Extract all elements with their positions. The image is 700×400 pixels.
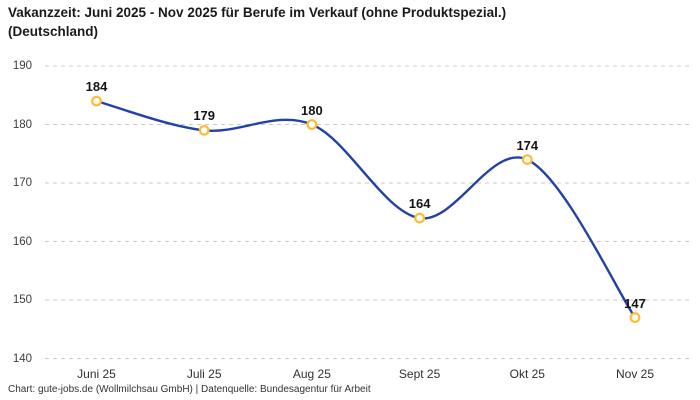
y-axis-tick-label: 170 (12, 177, 32, 189)
y-axis-tick-label: 140 (12, 352, 32, 365)
data-point-label: 179 (193, 108, 216, 124)
y-axis-tick-label: 190 (12, 60, 32, 72)
x-axis-label: Sept 25 (398, 367, 441, 381)
data-point-label: 164 (408, 196, 431, 212)
data-point-label: 174 (516, 137, 539, 153)
y-axis-tick-label: 160 (12, 235, 32, 248)
data-point-marker (91, 95, 102, 107)
x-axis-label: Juni 25 (77, 367, 116, 381)
x-axis-label: Nov 25 (615, 367, 655, 381)
data-point-label: 184 (85, 79, 108, 95)
data-point-label: 180 (301, 102, 323, 118)
x-axis-label: Okt 25 (509, 367, 545, 381)
chart-footer-attribution: Chart: gute-jobs.de (Wollmilchsau GmbH) … (8, 384, 371, 395)
data-point-marker (198, 124, 210, 136)
x-axis-label: Aug 25 (292, 367, 331, 381)
y-axis-tick-label: 150 (12, 294, 32, 306)
line-series-path (95, 99, 637, 319)
chart-title-line-2: (Deutschland) (8, 23, 99, 39)
data-point-marker (306, 119, 318, 130)
y-axis-tick-label: 180 (12, 118, 32, 131)
chart-title: Vakanzzeit: Juni 2025 - Nov 2025 für Ber… (8, 4, 692, 42)
data-point-marker (414, 212, 426, 224)
chart-title-line-1: Vakanzzeit: Juni 2025 - Nov 2025 für Ber… (8, 5, 507, 20)
data-point-label: 147 (624, 295, 646, 311)
data-point-marker (521, 154, 533, 166)
x-axis-label: Juli 25 (186, 367, 222, 381)
data-point-marker (629, 312, 641, 323)
